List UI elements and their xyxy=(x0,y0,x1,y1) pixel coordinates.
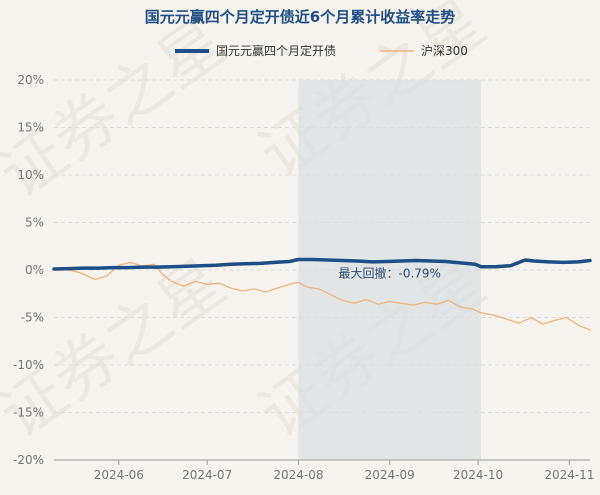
series-line-index xyxy=(53,261,591,331)
x-tick-label: 2024-09 xyxy=(365,468,415,482)
drawdown-label: 最大回撤：-0.79% xyxy=(339,266,441,281)
plot-area: 20% 15% 10% 5% 0% -5% -10% -15% -20% 2024-06 2024-… xyxy=(13,73,594,482)
x-tick-label: 2024-07 xyxy=(182,468,232,482)
x-tick-label: 2024-06 xyxy=(94,468,144,482)
legend-fund-label: 国元元赢四个月定开债 xyxy=(216,43,336,58)
y-tick-label: 15% xyxy=(17,121,44,135)
y-tick-label: -10% xyxy=(13,358,44,372)
y-tick-label: 10% xyxy=(17,168,44,182)
y-tick-label: -15% xyxy=(13,406,44,420)
legend-index-label: 沪深300 xyxy=(421,44,468,58)
y-tick-label: -20% xyxy=(13,453,44,467)
x-tick-label: 2024-11 xyxy=(544,468,594,482)
legend: 国元元赢四个月定开债 沪深300 xyxy=(175,43,468,58)
chart-title: 国元元赢四个月定开债近6个月累计收益率走势 xyxy=(145,8,455,26)
y-tick-label: 0% xyxy=(25,263,44,277)
y-tick-label: 20% xyxy=(17,73,44,87)
y-tick-label: -5% xyxy=(21,311,44,325)
x-tick-label: 2024-08 xyxy=(273,468,323,482)
series-line-fund xyxy=(52,257,592,271)
y-tick-label: 5% xyxy=(25,216,44,230)
x-tick-label: 2024-10 xyxy=(453,468,503,482)
